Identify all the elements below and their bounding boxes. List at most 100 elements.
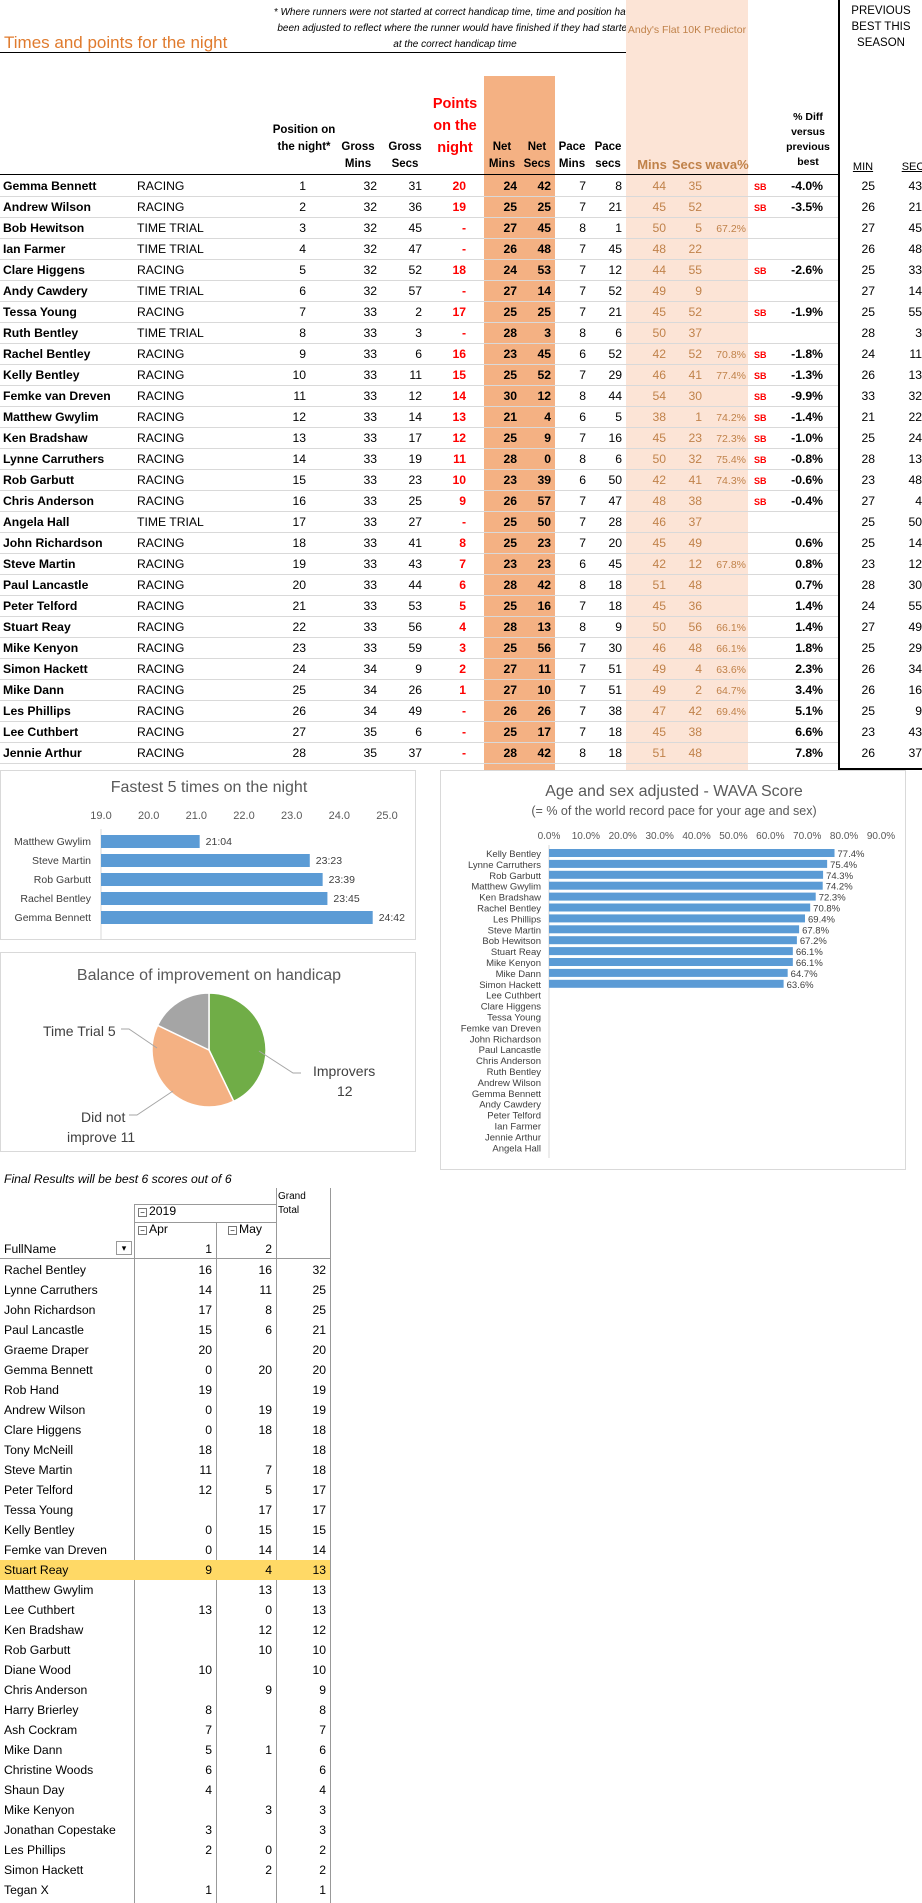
- cell: 27: [861, 221, 875, 235]
- runner-name: Paul Lancastle: [3, 578, 89, 592]
- cell: 0.6%: [795, 536, 823, 550]
- pie-label-improvers-value: 12: [337, 1083, 353, 1099]
- predictor-column-band: [626, 70, 748, 771]
- pivot-total-value: 32: [312, 1263, 326, 1277]
- cell: 37: [688, 515, 702, 529]
- cell: 6: [415, 725, 422, 739]
- pivot-name: Mike Kenyon: [4, 1803, 75, 1817]
- pivot-may-value: 19: [258, 1403, 272, 1417]
- cell: 33: [363, 410, 377, 424]
- cell: 11: [453, 452, 466, 466]
- pivot-year[interactable]: −2019: [138, 1204, 176, 1218]
- row-gridline: [0, 637, 838, 638]
- cell: 49: [652, 683, 666, 697]
- cell: 23: [688, 431, 702, 445]
- pivot-may-value: 11: [259, 1283, 272, 1297]
- results-row: Andy Cawdery TIME TRIAL 6 32 57 - 27 14 7 52 49 9 27…: [0, 281, 922, 302]
- cell: 33: [363, 620, 377, 634]
- pivot-name: Peter Telford: [4, 1483, 73, 1497]
- runner-type: RACING: [137, 746, 185, 760]
- pivot-row: Stuart Reay 9 4 13: [0, 1560, 330, 1580]
- row-gridline: [0, 259, 838, 260]
- bar: [101, 854, 310, 867]
- cell: -: [461, 725, 466, 739]
- x-tick-label: 0.0%: [538, 831, 561, 842]
- row-gridline: [0, 553, 838, 554]
- cell: 9: [415, 662, 422, 676]
- cell: 5.1%: [795, 704, 823, 718]
- bar-category-label: Peter Telford: [487, 1111, 541, 1122]
- cell: 7: [579, 179, 586, 193]
- pivot-apr[interactable]: − Apr: [138, 1222, 168, 1236]
- cell: 7: [579, 599, 586, 613]
- cell: 12: [292, 410, 306, 424]
- bar-category-label: Lee Cuthbert: [486, 991, 541, 1002]
- x-tick-label: 40.0%: [682, 831, 710, 842]
- cell: 1.4%: [795, 599, 823, 613]
- pie-label-time-trial: Time Trial 5: [43, 1023, 116, 1039]
- pivot-name: Chris Anderson: [4, 1683, 88, 1697]
- results-row: Clare Higgens RACING 5 32 52 18 24 53 7 12 44 55 SB -…: [0, 260, 922, 281]
- runner-type: RACING: [137, 683, 185, 697]
- cell: SB: [754, 203, 767, 213]
- pivot-total-value: 18: [312, 1423, 326, 1437]
- pie-label-improvers: Improvers: [313, 1063, 376, 1079]
- row-gridline: [0, 301, 838, 302]
- pivot-name: Tegan X: [4, 1883, 49, 1897]
- pivot-gridline: [134, 1222, 276, 1223]
- cell: 11: [538, 662, 551, 676]
- title-underline: [0, 52, 748, 53]
- cell: 11: [409, 368, 422, 382]
- runner-name: Mike Dann: [3, 683, 64, 697]
- pivot-row: Kelly Bentley 0 15 15: [0, 1520, 330, 1540]
- cell: 8: [615, 179, 622, 193]
- pie-slice: [208, 992, 267, 1103]
- cell: 32: [363, 263, 377, 277]
- cell: 54: [652, 389, 666, 403]
- cell: 3: [299, 221, 306, 235]
- cell: 37: [908, 746, 922, 760]
- cell: 23: [503, 473, 517, 487]
- cell: SB: [754, 476, 767, 486]
- pivot-apr-value: 0: [205, 1403, 212, 1417]
- bar-category-label: John Richardson: [470, 1034, 541, 1045]
- pivot-row: Tegan X 1 1: [0, 1880, 330, 1900]
- pivot-apr-value: 11: [199, 1463, 212, 1477]
- cell: 33: [363, 431, 377, 445]
- cell: 45: [652, 305, 666, 319]
- header-prev-sec: SEC: [901, 161, 922, 173]
- cell: 12: [908, 557, 922, 571]
- pivot-caption: Final Results will be best 6 scores out …: [4, 1172, 232, 1186]
- runner-type: RACING: [137, 641, 185, 655]
- pivot-total-value: 19: [312, 1403, 326, 1417]
- bar-category-label: Tessa Young: [487, 1013, 541, 1024]
- results-row: Andrew Wilson RACING 2 32 36 19 25 25 7 21 45 52 SB -…: [0, 197, 922, 218]
- collapse-icon: −: [138, 1226, 147, 1235]
- cell: -: [461, 221, 466, 235]
- pivot-row: Matthew Gwylim 13 13: [0, 1580, 330, 1600]
- bar-category-label: Mike Dann: [496, 969, 541, 980]
- pivot-name: Rachel Bentley: [4, 1263, 86, 1277]
- filter-dropdown-icon[interactable]: ▾: [116, 1241, 132, 1255]
- bar-category-label: Ken Bradshaw: [479, 893, 541, 904]
- pivot-row: Graeme Draper 20 20: [0, 1340, 330, 1360]
- bar-category-label: Rob Garbutt: [489, 871, 541, 882]
- results-row: Ian Farmer TIME TRIAL 4 32 47 - 26 48 7 45 48 22 26 4…: [0, 239, 922, 260]
- runner-name: Les Phillips: [3, 704, 71, 718]
- cell: 24: [861, 347, 875, 361]
- pivot-may[interactable]: − May: [228, 1222, 262, 1236]
- cell: 4: [459, 620, 466, 634]
- cell: -1.0%: [791, 431, 823, 445]
- results-row: Bob Hewitson TIME TRIAL 3 32 45 - 27 45 8 1 50 5 67.…: [0, 218, 922, 239]
- pivot-name: Andrew Wilson: [4, 1403, 86, 1417]
- cell: 35: [688, 179, 702, 193]
- cell: 7: [579, 683, 586, 697]
- bar: [549, 881, 823, 890]
- cell: 33: [861, 389, 875, 403]
- cell: 66.1%: [716, 622, 746, 634]
- cell: 25: [503, 431, 517, 445]
- header-position: Position on the night*: [272, 124, 336, 153]
- bar: [101, 892, 328, 905]
- cell: 25: [292, 683, 306, 697]
- cell: 48: [652, 494, 666, 508]
